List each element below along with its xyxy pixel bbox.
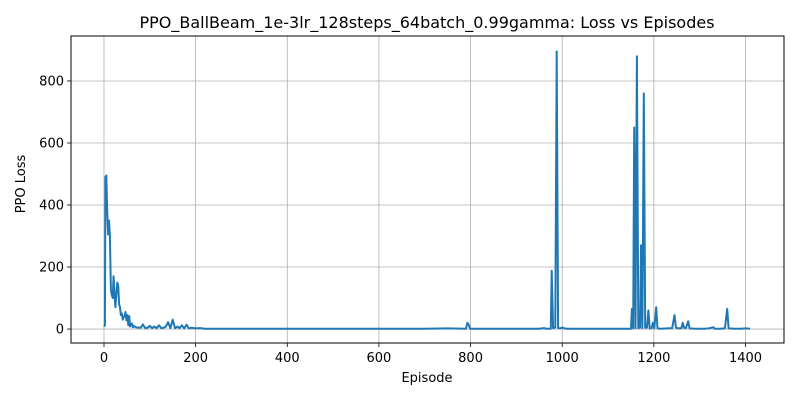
x-tick-label: 400 [275,351,300,366]
grid-lines [71,36,784,343]
x-tick-label: 200 [183,351,208,366]
x-tick-label: 1200 [637,351,670,366]
x-tick-label: 600 [367,351,392,366]
x-tick-label: 1000 [546,351,579,366]
loss-series-line [103,50,751,330]
x-tick-label: 1400 [729,351,762,366]
chart-title: PPO_BallBeam_1e-3lr_128steps_64batch_0.9… [139,13,714,33]
y-tick-label: 600 [39,136,64,151]
x-axis-label: Episode [401,371,452,386]
axis-ticks: 0 200 400 600 800 1000 1200 1400 0 200 400 600 800 [39,74,762,366]
plot-frame [70,35,785,344]
y-axis-label: PPO Loss [14,154,29,213]
y-tick-label: 800 [39,74,64,89]
y-tick-label: 0 [56,323,64,338]
y-tick-label: 200 [39,261,64,276]
x-tick-label: 0 [100,351,108,366]
x-tick-label: 800 [458,351,483,366]
y-tick-label: 400 [39,199,64,214]
series-layer [103,50,751,330]
